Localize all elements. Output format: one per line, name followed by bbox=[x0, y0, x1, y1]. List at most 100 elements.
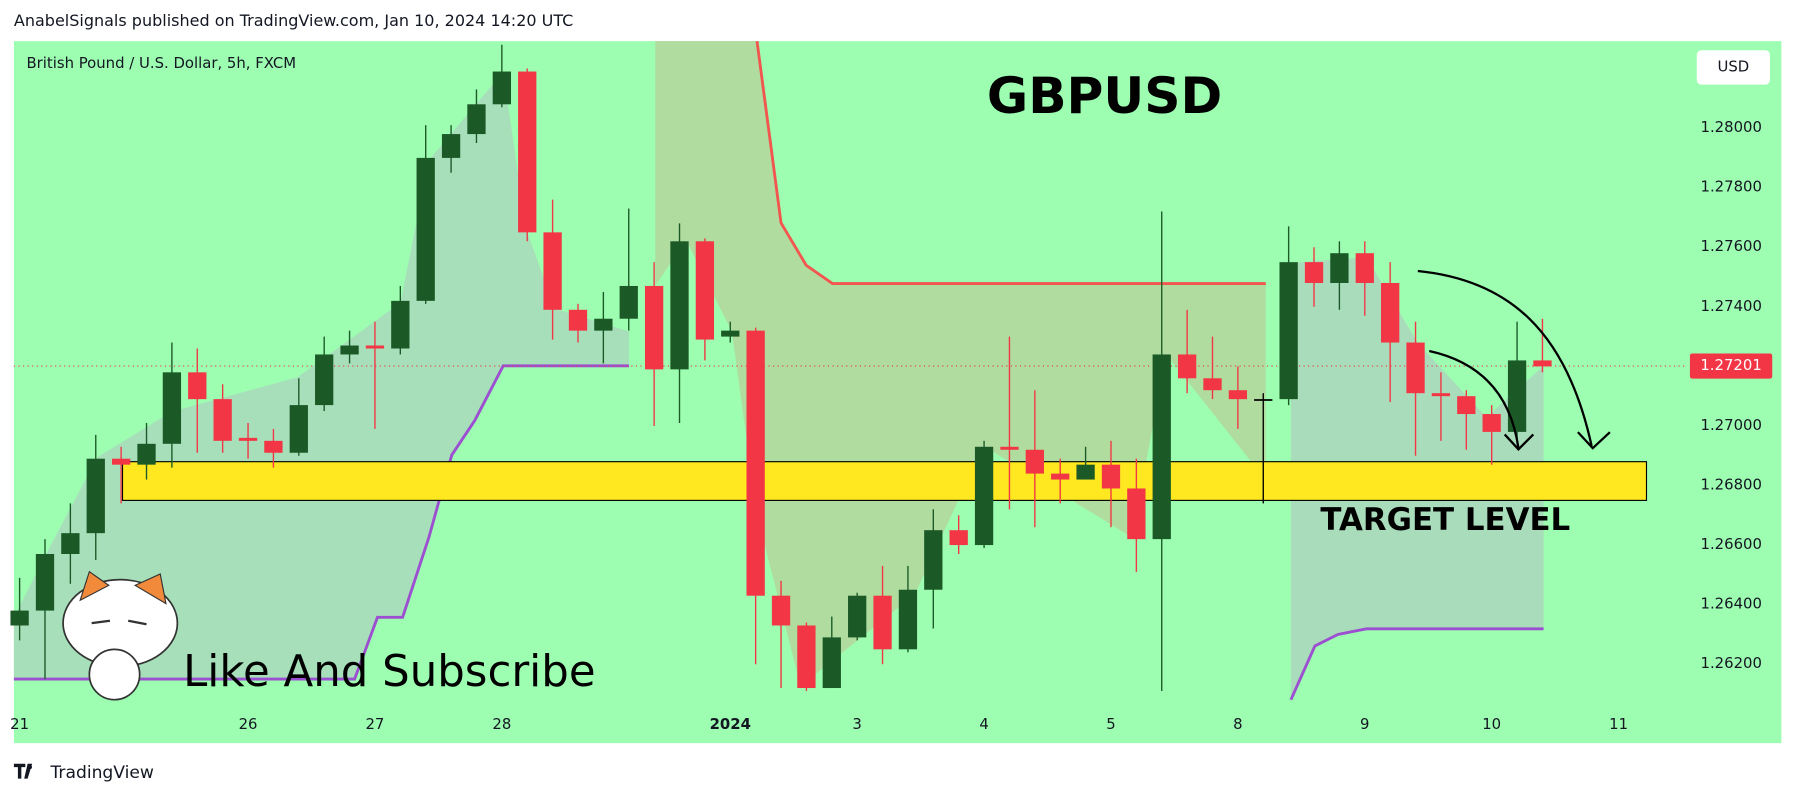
y-tick-label: 1.26600 bbox=[1700, 535, 1761, 553]
y-tick-label: 1.26400 bbox=[1700, 595, 1761, 613]
candle-body bbox=[1355, 253, 1374, 283]
annotation: Like And Subscribe bbox=[183, 647, 595, 697]
cat-sticker bbox=[62, 570, 179, 701]
candle-body bbox=[1533, 360, 1552, 367]
last-price-box bbox=[1689, 353, 1773, 379]
candle-body bbox=[1304, 262, 1324, 283]
candle-body bbox=[86, 458, 105, 534]
arrow bbox=[1429, 349, 1520, 449]
candle-body bbox=[1406, 342, 1425, 394]
candle-body bbox=[1152, 354, 1171, 540]
candle-body bbox=[1330, 253, 1349, 283]
y-tick-label: 1.26200 bbox=[1700, 654, 1761, 672]
candle-body bbox=[1127, 488, 1146, 540]
candle-body bbox=[441, 134, 461, 158]
candle-body bbox=[467, 104, 486, 135]
candle-body bbox=[162, 372, 182, 444]
candle-body bbox=[492, 71, 511, 105]
candle-body bbox=[315, 354, 334, 406]
x-tick-label: 28 bbox=[492, 715, 511, 733]
candle-body bbox=[518, 71, 537, 233]
x-tick-label: 21 bbox=[10, 715, 29, 733]
y-tick-label: 1.28000 bbox=[1700, 118, 1761, 136]
candle-body bbox=[416, 157, 435, 301]
candle-body bbox=[1025, 449, 1044, 474]
indicator-line bbox=[1289, 627, 1544, 701]
indicator-line bbox=[755, 40, 1266, 285]
x-tick-label: 8 bbox=[1233, 715, 1242, 733]
candle-body bbox=[644, 285, 664, 370]
candle-body bbox=[873, 595, 892, 650]
footer-brand: TradingView bbox=[49, 763, 153, 783]
candle-body bbox=[848, 595, 867, 638]
currency-button[interactable] bbox=[1696, 50, 1770, 85]
candle-body bbox=[238, 437, 258, 441]
candle-body bbox=[1482, 414, 1501, 432]
y-tick-label: 1.26800 bbox=[1700, 476, 1761, 494]
publisher-header: AnabelSignals published on TradingView.c… bbox=[14, 11, 573, 30]
candle-body bbox=[1228, 390, 1248, 400]
candle-body bbox=[695, 241, 715, 340]
candle-body bbox=[61, 533, 80, 555]
arrow-head bbox=[1577, 431, 1611, 450]
candle-body bbox=[771, 595, 791, 626]
x-tick-label: 26 bbox=[239, 715, 258, 733]
candle-body bbox=[1101, 464, 1121, 489]
candle-body bbox=[365, 345, 385, 349]
annotation: TARGET LEVEL bbox=[1320, 502, 1570, 538]
tradingview-logo bbox=[13, 763, 33, 779]
candle-body bbox=[340, 345, 359, 355]
candle-body bbox=[949, 530, 968, 546]
x-tick-label: 11 bbox=[1609, 715, 1628, 733]
last-price-label: 1.27201 bbox=[1700, 356, 1761, 374]
candle-body bbox=[137, 443, 156, 465]
y-tick-label: 1.27400 bbox=[1700, 297, 1761, 315]
candle-body bbox=[1051, 473, 1070, 480]
candle-body bbox=[974, 446, 994, 546]
candle-body bbox=[721, 330, 740, 337]
candle-body bbox=[1279, 262, 1298, 400]
y-tick-label: 1.27600 bbox=[1700, 237, 1761, 255]
x-tick-label: 3 bbox=[852, 715, 861, 733]
candle-body bbox=[188, 372, 207, 400]
x-tick-label: 5 bbox=[1106, 715, 1115, 733]
candle-body bbox=[1076, 464, 1095, 480]
candle-body bbox=[391, 300, 410, 349]
x-tick-label: 4 bbox=[979, 715, 988, 733]
candle-body bbox=[568, 309, 588, 331]
candle-body bbox=[1254, 399, 1273, 401]
candle-body bbox=[10, 610, 29, 626]
x-tick-label: 2024 bbox=[710, 715, 751, 733]
indicator-shade bbox=[655, 41, 1266, 686]
candle-body bbox=[746, 330, 765, 596]
candle-body bbox=[797, 625, 816, 689]
candle-body bbox=[619, 285, 638, 319]
target-zone bbox=[121, 461, 1648, 501]
symbol-description: British Pound / U.S. Dollar, 5h, FXCM bbox=[26, 54, 296, 72]
y-tick-label: 1.27000 bbox=[1700, 416, 1761, 434]
candle-body bbox=[594, 318, 613, 331]
chart-title: GBPUSD bbox=[987, 66, 1222, 125]
candle-body bbox=[1381, 282, 1400, 343]
candle-body bbox=[1177, 354, 1197, 379]
candle-body bbox=[670, 241, 689, 370]
y-tick-label: 1.27800 bbox=[1700, 178, 1761, 196]
arrow-head bbox=[1503, 433, 1535, 451]
indicator-line bbox=[13, 364, 629, 681]
arrow bbox=[1417, 269, 1593, 447]
candle-body bbox=[289, 405, 308, 453]
candle-body bbox=[924, 530, 943, 590]
candle-body bbox=[213, 399, 232, 441]
x-tick-label: 9 bbox=[1360, 715, 1369, 733]
candle-body bbox=[898, 589, 918, 650]
candle-body bbox=[1507, 360, 1527, 432]
candle-body bbox=[111, 458, 131, 465]
candle-body bbox=[1000, 446, 1019, 450]
currency-label: USD bbox=[1717, 57, 1749, 75]
x-tick-label: 27 bbox=[365, 715, 384, 733]
candle-body bbox=[543, 232, 562, 310]
candle-body bbox=[1203, 378, 1222, 391]
candle-body bbox=[1431, 393, 1451, 397]
